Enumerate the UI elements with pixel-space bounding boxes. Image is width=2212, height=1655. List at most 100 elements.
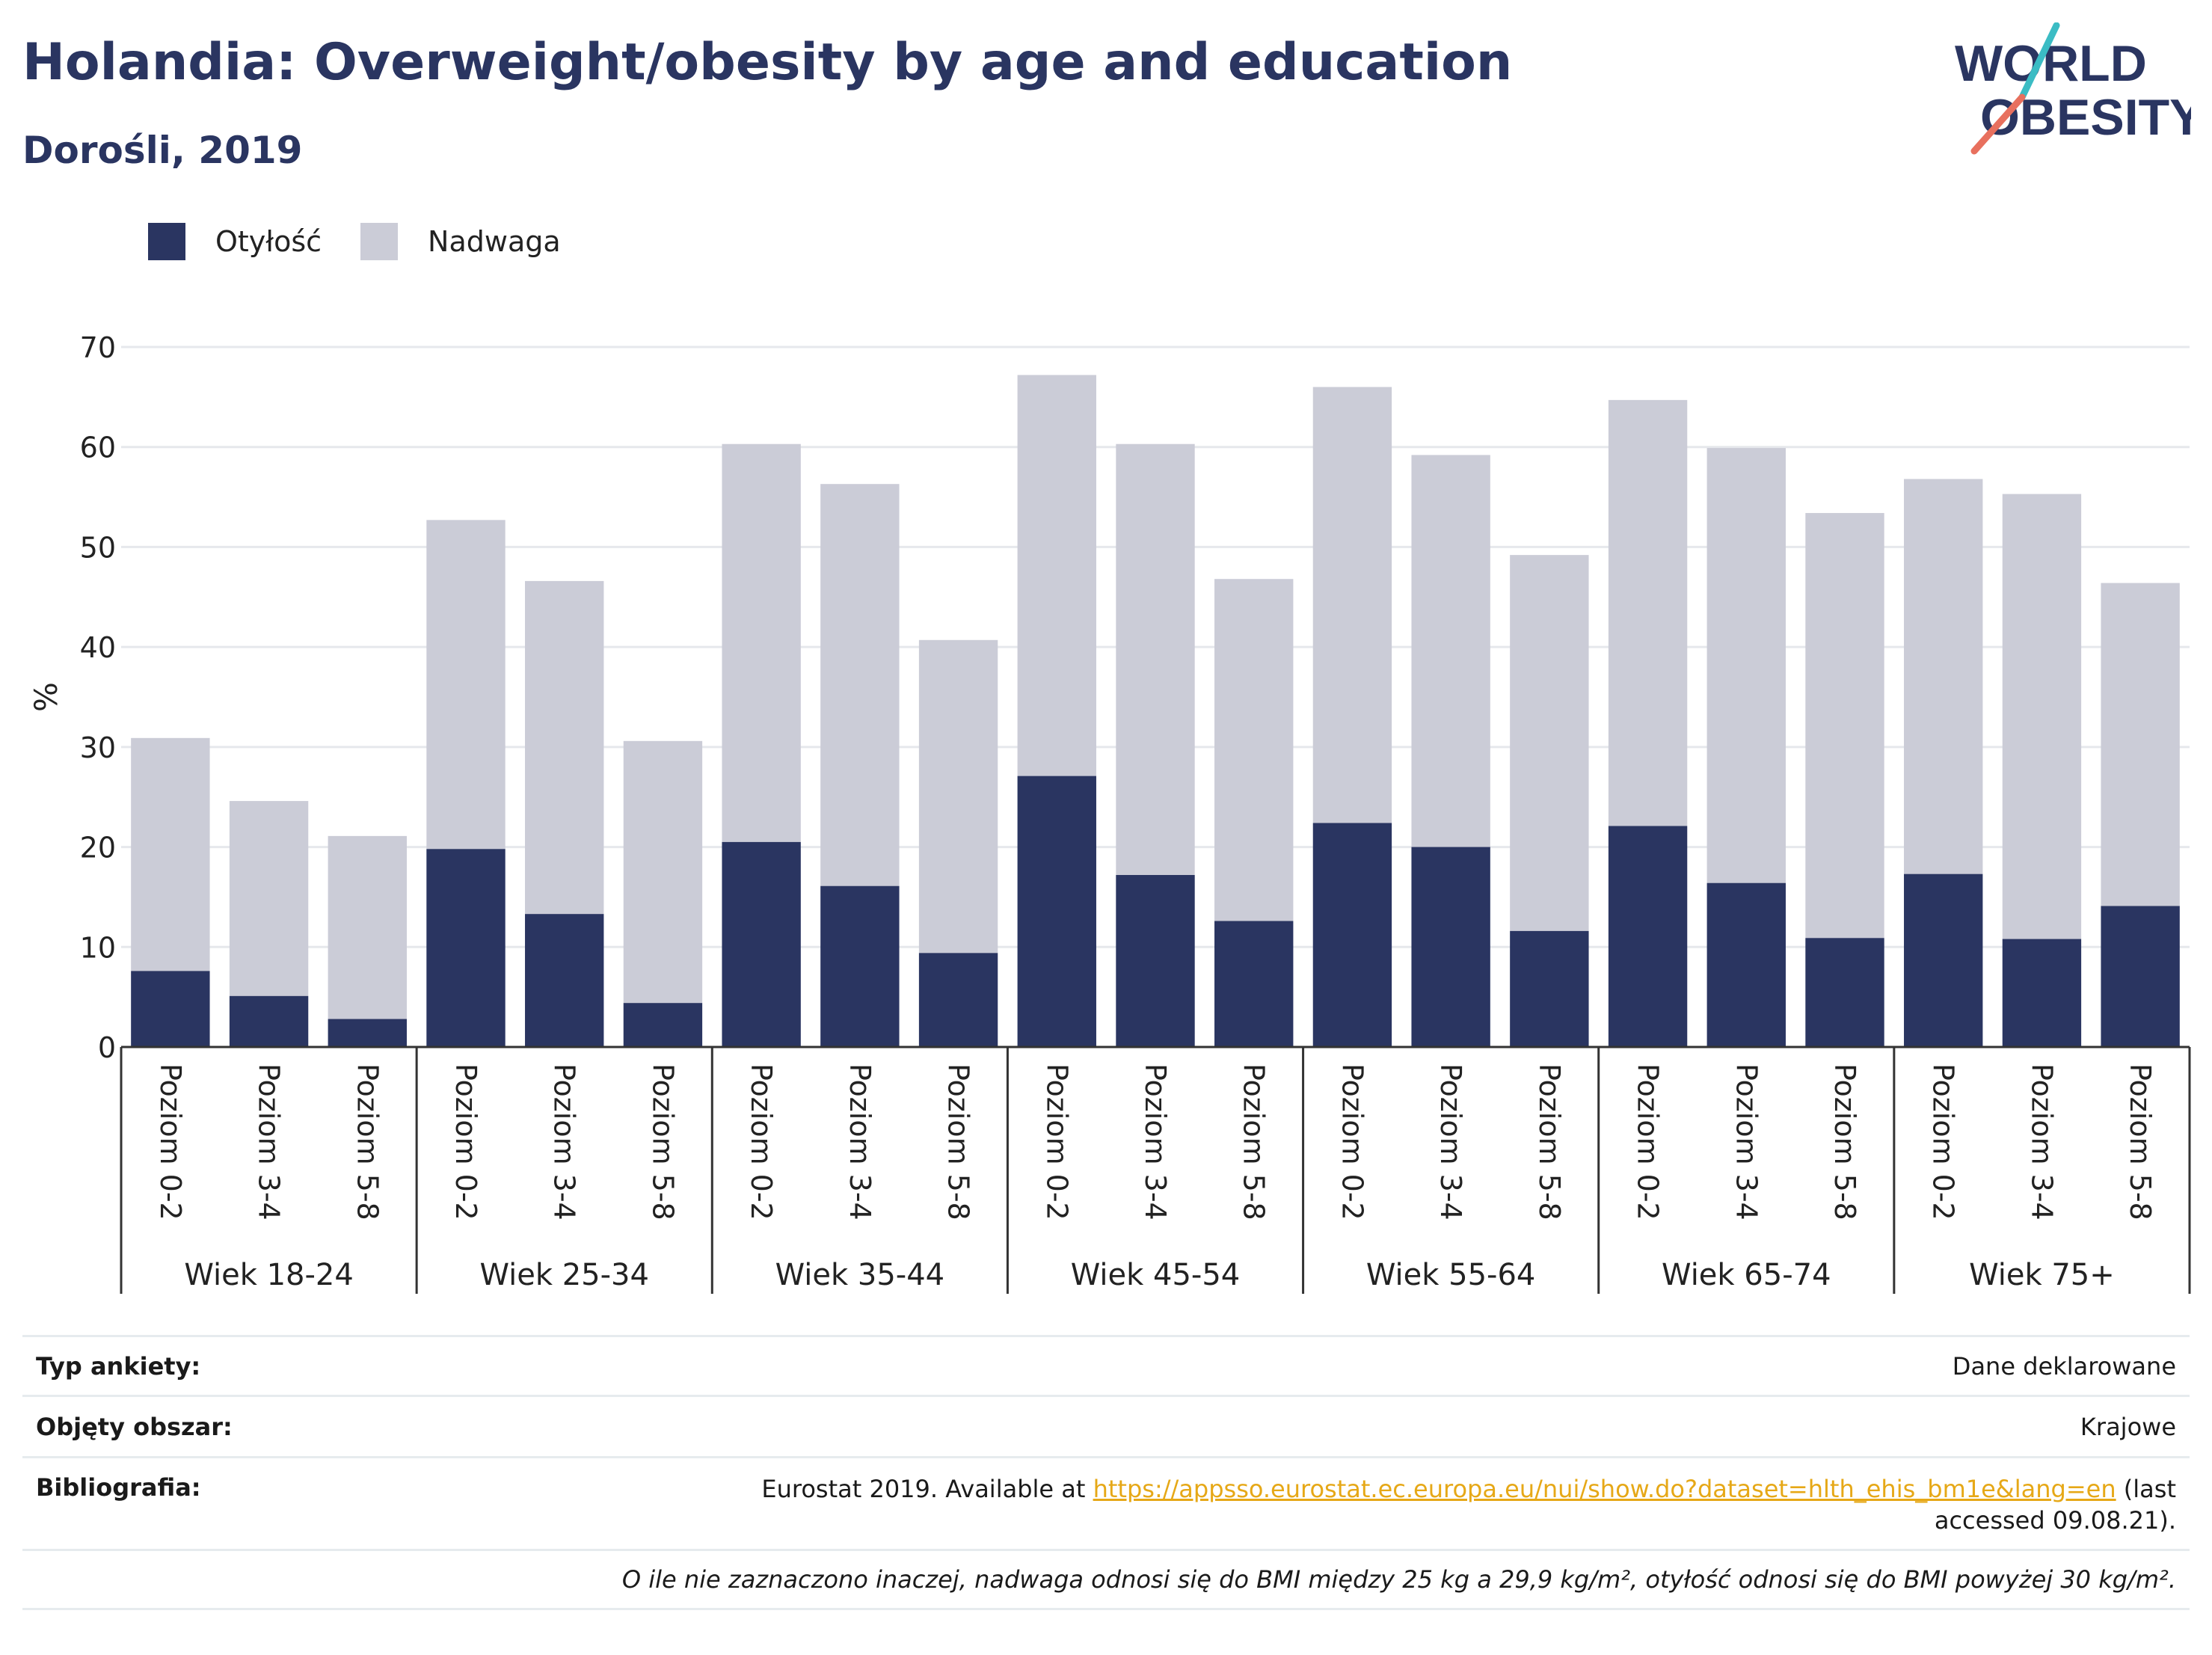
- bar-obesity: [1805, 938, 1884, 1047]
- x-group-label: Wiek 18-24: [184, 1258, 354, 1292]
- x-subcategory-label: Poziom 0-2: [1336, 1063, 1368, 1220]
- bar-overweight: [1805, 512, 1884, 939]
- y-tick-label: 40: [80, 631, 116, 664]
- info-row-bibliography: Bibliografia: Eurostat 2019. Available a…: [22, 1456, 2190, 1549]
- y-tick-label: 70: [80, 331, 116, 364]
- bar-obesity: [1411, 847, 1490, 1047]
- bar-obesity: [1214, 921, 1294, 1047]
- bar-obesity: [1608, 826, 1688, 1047]
- y-tick-label: 20: [80, 832, 116, 865]
- legend-item-overweight[interactable]: Nadwaga: [360, 223, 561, 260]
- bar-overweight: [623, 740, 703, 1004]
- info-row-footnote: O ile nie zaznaczono inaczej, nadwaga od…: [22, 1549, 2190, 1610]
- bar-obesity: [623, 1003, 703, 1047]
- bar-overweight: [1017, 375, 1096, 776]
- bibliography-suffix: (last accessed 09.08.21).: [1934, 1475, 2176, 1535]
- x-group-label: Wiek 35-44: [775, 1258, 945, 1292]
- x-subcategory-label: Poziom 5-8: [942, 1063, 975, 1220]
- stacked-bar-chart: 0 10 20 30 40 50 60 70% Poziom 0-2 Poziom 3-4 Pozi…: [28, 331, 2191, 1294]
- bar-obesity: [426, 849, 506, 1047]
- legend-label-overweight: Nadwaga: [428, 225, 561, 258]
- bar-overweight: [426, 520, 506, 850]
- bar-obesity: [328, 1019, 407, 1047]
- x-subcategory-label: Poziom 3-4: [1434, 1063, 1467, 1220]
- x-group-label: Wiek 75+: [1969, 1258, 2115, 1292]
- x-group-label: Wiek 45-54: [1071, 1258, 1241, 1292]
- info-row-coverage: Objęty obszar: Krajowe: [22, 1395, 2190, 1456]
- bar-overweight: [918, 639, 998, 954]
- chart-subtitle: Dorośli, 2019: [22, 129, 303, 172]
- x-subcategory-label: Poziom 0-2: [745, 1063, 778, 1220]
- bar-overweight: [1608, 399, 1688, 826]
- y-tick-label: 30: [80, 731, 116, 764]
- x-subcategory-label: Poziom 0-2: [1927, 1063, 1960, 1220]
- logo-text-obesity: OBESITY: [1980, 89, 2191, 146]
- logo-slash-coral: [1970, 93, 2026, 155]
- bar-overweight: [2101, 583, 2180, 906]
- x-subcategory-label: Poziom 3-4: [844, 1063, 876, 1220]
- x-subcategory-label: Poziom 3-4: [548, 1063, 581, 1220]
- x-subcategory-label: Poziom 5-8: [1238, 1063, 1271, 1220]
- bar-obesity: [820, 885, 900, 1047]
- bar-overweight: [820, 484, 900, 886]
- bar-obesity: [1017, 776, 1096, 1047]
- info-row-survey-type: Typ ankiety: Dane deklarowane: [22, 1335, 2190, 1395]
- x-subcategory-label: Poziom 0-2: [1632, 1063, 1665, 1220]
- bar-overweight: [131, 737, 210, 971]
- bar-obesity: [1706, 882, 1786, 1047]
- bar-overweight: [2002, 494, 2082, 939]
- x-subcategory-label: Poziom 3-4: [1730, 1063, 1763, 1220]
- x-subcategory-label: Poziom 3-4: [2025, 1063, 2058, 1220]
- logo-slash-teal: [2018, 22, 2060, 101]
- x-subcategory-label: Poziom 3-4: [1139, 1063, 1172, 1220]
- bar-overweight: [229, 801, 309, 996]
- y-tick-label: 50: [80, 531, 116, 564]
- bibliography-prefix: Eurostat 2019. Available at: [761, 1475, 1086, 1503]
- legend-swatch-overweight: [360, 223, 399, 260]
- legend-label-obesity: Otyłość: [215, 225, 322, 258]
- bar-overweight: [1214, 579, 1294, 921]
- x-subcategory-label: Poziom 5-8: [2124, 1063, 2157, 1220]
- legend-item-obesity[interactable]: Otyłość: [148, 223, 322, 260]
- coverage-value: Krajowe: [2080, 1412, 2176, 1441]
- x-subcategory-label: Poziom 3-4: [253, 1063, 286, 1220]
- info-table: Typ ankiety: Dane deklarowane Objęty obs…: [22, 1335, 2190, 1610]
- bar-overweight: [1312, 387, 1392, 823]
- y-axis-label: %: [28, 682, 64, 712]
- chart-title: Holandia: Overweight/obesity by age and …: [22, 33, 1513, 92]
- x-subcategory-label: Poziom 5-8: [1533, 1063, 1566, 1220]
- world-obesity-logo: WORLD OBESITY: [1955, 22, 2191, 155]
- survey-type-value: Dane deklarowane: [1952, 1351, 2176, 1381]
- footnote: O ile nie zaznaczono inaczej, nadwaga od…: [621, 1565, 2176, 1594]
- bar-overweight: [1116, 443, 1195, 876]
- bar-overweight: [1904, 479, 1983, 874]
- bar-obesity: [1510, 930, 1589, 1047]
- x-subcategory-label: Poziom 5-8: [351, 1063, 384, 1220]
- bibliography-value: Eurostat 2019. Available at https://apps…: [681, 1473, 2176, 1536]
- x-subcategory-label: Poziom 5-8: [1828, 1063, 1861, 1220]
- bar-overweight: [722, 443, 801, 842]
- y-tick-label: 0: [98, 1031, 116, 1064]
- x-subcategory-label: Poziom 0-2: [449, 1063, 482, 1220]
- legend-swatch-obesity: [148, 223, 185, 260]
- bar-obesity: [722, 841, 801, 1047]
- survey-type-label: Typ ankiety:: [36, 1351, 201, 1381]
- bar-obesity: [2002, 939, 2082, 1047]
- x-group-label: Wiek 55-64: [1366, 1258, 1536, 1292]
- x-group-label: Wiek 65-74: [1662, 1258, 1831, 1292]
- bar-obesity: [1116, 875, 1195, 1047]
- bar-overweight: [328, 835, 407, 1019]
- coverage-label: Objęty obszar:: [36, 1412, 233, 1441]
- bibliography-link[interactable]: https://appsso.eurostat.ec.europa.eu/nui…: [1093, 1475, 2116, 1503]
- bibliography-label: Bibliografia:: [36, 1473, 201, 1502]
- bar-overweight: [1411, 455, 1490, 847]
- bar-overweight: [1510, 555, 1589, 931]
- bar-obesity: [229, 995, 309, 1047]
- bar-obesity: [2101, 906, 2180, 1047]
- x-group-label: Wiek 25-34: [479, 1258, 649, 1292]
- bar-obesity: [131, 971, 210, 1047]
- x-subcategory-label: Poziom 0-2: [1040, 1063, 1073, 1220]
- bar-overweight: [1706, 448, 1786, 883]
- bar-obesity: [1904, 873, 1983, 1047]
- x-subcategory-label: Poziom 0-2: [154, 1063, 187, 1220]
